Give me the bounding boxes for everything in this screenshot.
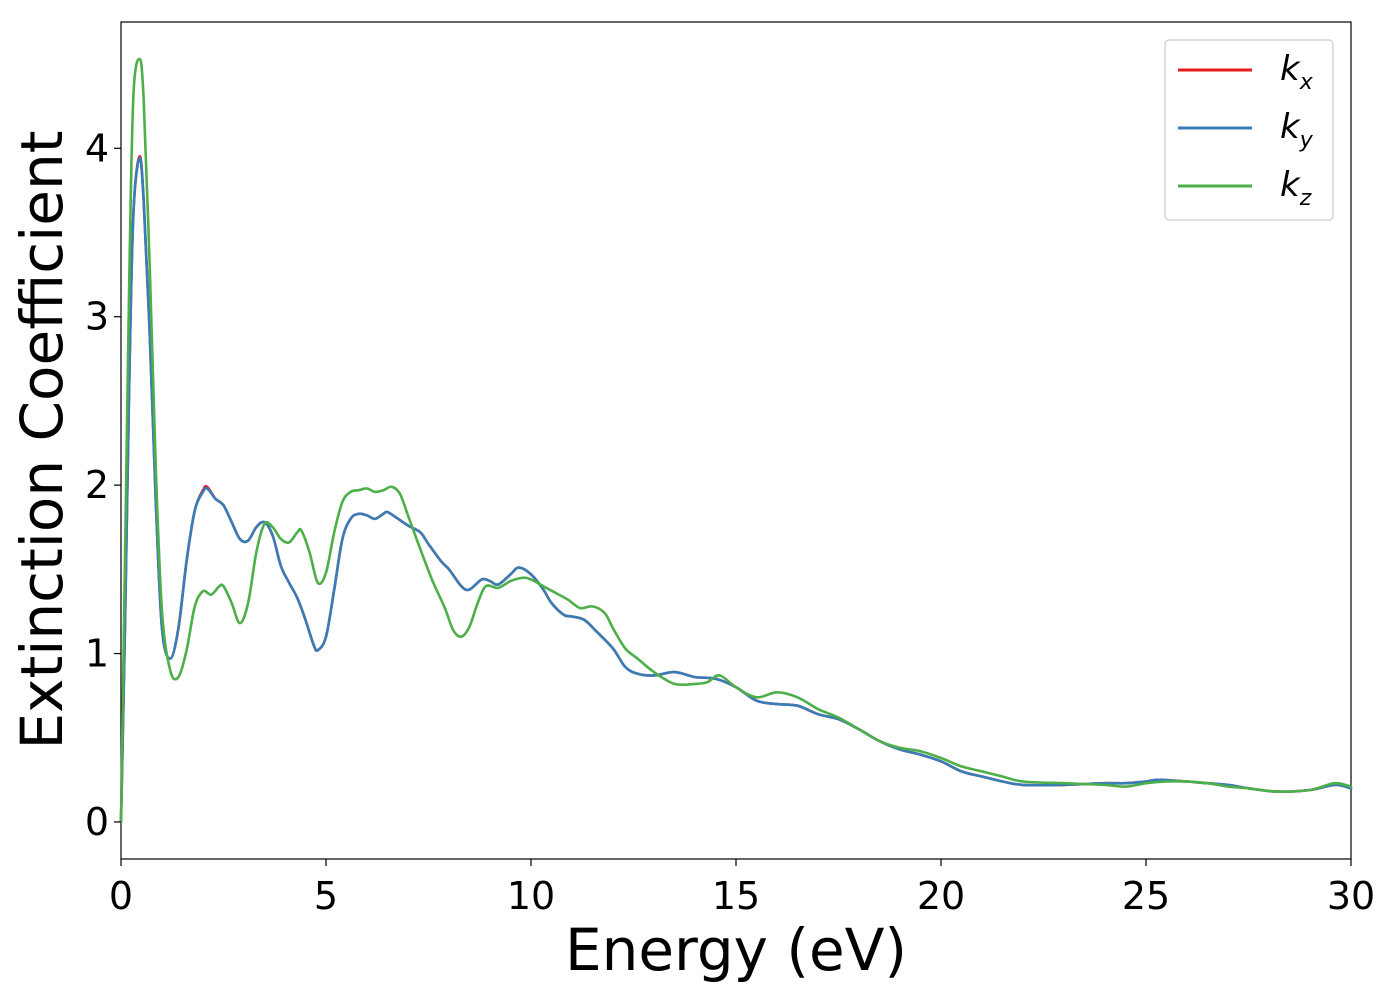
legend-box	[1164, 39, 1334, 221]
y-tick-label: 0	[85, 800, 109, 844]
legend-label-kx: kx	[1280, 49, 1314, 95]
y-axis-label: Extinction Coefficient	[8, 131, 76, 750]
series-lines	[119, 57, 1353, 824]
x-tick-label: 10	[507, 874, 555, 918]
y-tick-label: 1	[85, 632, 109, 676]
series-line-kz	[119, 57, 1353, 824]
x-axis: 0 5 10 15 20 25 30	[109, 859, 1375, 918]
x-tick-label: 0	[109, 874, 133, 918]
legend-label-ky: ky	[1280, 107, 1314, 153]
series-line-ky	[119, 156, 1353, 824]
y-tick-label: 4	[85, 126, 109, 170]
y-tick-label: 2	[85, 463, 109, 507]
x-axis-label: Energy (eV)	[565, 916, 907, 984]
x-tick-label: 20	[917, 874, 965, 918]
y-tick-label: 3	[85, 295, 109, 339]
x-tick-label: 25	[1122, 874, 1170, 918]
x-tick-label: 15	[712, 874, 760, 918]
y-axis: 0 1 2 3 4	[85, 126, 121, 844]
x-tick-label: 30	[1327, 874, 1375, 918]
series-line-kx	[119, 155, 1353, 824]
x-tick-label: 5	[314, 874, 338, 918]
